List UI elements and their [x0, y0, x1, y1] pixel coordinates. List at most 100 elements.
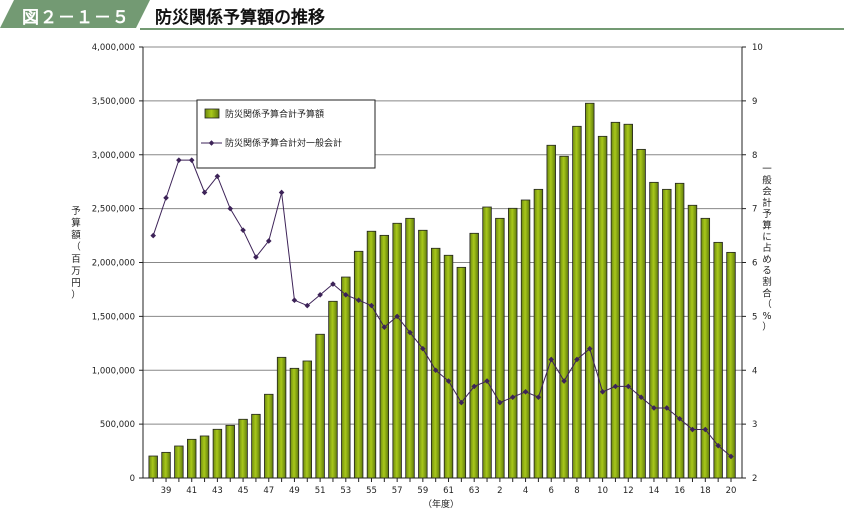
line-point — [163, 195, 169, 201]
line-point — [471, 383, 477, 390]
y2-axis-title-char: め — [762, 254, 772, 265]
y-axis-title-char: 額 — [71, 229, 81, 241]
y2-tick-label: 4 — [752, 366, 757, 376]
line-point — [625, 383, 632, 390]
x-tick-label: 8 — [574, 486, 579, 496]
y-axis-title-char: （ — [71, 241, 81, 253]
y-axis-title-char: 予 — [71, 206, 81, 217]
bar — [341, 276, 351, 479]
x-tick-label: 61 — [443, 486, 454, 496]
line-point — [458, 399, 465, 406]
line-point — [188, 157, 195, 163]
line-point — [586, 345, 593, 352]
bar — [520, 199, 531, 479]
line-point — [702, 426, 709, 433]
bar — [700, 217, 711, 479]
y2-axis-title-char: 般 — [762, 174, 772, 186]
x-tick-label: 53 — [340, 486, 351, 496]
x-tick-label: 41 — [186, 486, 197, 496]
line-point — [651, 405, 657, 411]
bar — [238, 418, 248, 479]
legend-box — [196, 99, 376, 169]
y2-tick-label: 5 — [752, 312, 757, 322]
y-tick-label: 2,000,000 — [92, 259, 135, 269]
bar — [469, 232, 479, 479]
bar — [430, 247, 441, 479]
chart-title: 防災関係予算額の推移 — [155, 8, 325, 28]
line-point — [715, 442, 721, 449]
y2-tick-label: 8 — [752, 151, 757, 161]
y-tick-label: 500,000 — [100, 420, 135, 430]
line-point — [574, 356, 580, 363]
line-point — [253, 254, 259, 260]
bar — [585, 102, 595, 479]
x-tick-label: 14 — [649, 486, 660, 496]
y2-axis-title-char: 占 — [762, 242, 772, 254]
y2-tick-label: 9 — [752, 97, 757, 107]
y-tick-label: 1,000,000 — [92, 366, 135, 376]
line-point — [497, 399, 503, 406]
line-point — [304, 302, 311, 309]
x-tick-label: 12 — [623, 486, 634, 496]
y2-axis-title-char: 計 — [762, 197, 772, 209]
line-point — [330, 281, 336, 287]
y2-axis-title-char: （ — [762, 299, 772, 311]
bar — [726, 251, 736, 479]
line-point — [240, 227, 246, 233]
line-point — [291, 297, 298, 304]
bar — [328, 300, 338, 479]
line-point — [317, 292, 323, 298]
line-point — [728, 453, 734, 460]
line-point — [265, 238, 272, 244]
line-point — [420, 345, 426, 352]
y2-tick-label: 2 — [752, 474, 757, 484]
x-tick-label: 2 — [497, 486, 502, 496]
y2-axis-title-char: 合 — [762, 287, 772, 299]
bar — [392, 222, 402, 479]
line-point — [394, 313, 400, 320]
legend-bar-label: 防災関係予算合計予算額 — [225, 108, 324, 120]
bar — [456, 266, 467, 479]
bar — [623, 123, 633, 479]
bar — [148, 455, 158, 479]
y2-axis-title-char: に — [762, 232, 772, 243]
x-tick-label: 18 — [700, 486, 711, 496]
legend-bar-swatch — [204, 108, 220, 119]
x-tick-label: 43 — [212, 486, 223, 496]
line-point — [227, 205, 234, 212]
bar — [572, 125, 582, 479]
line-point — [612, 383, 619, 390]
y-tick-label: 2,500,000 — [92, 205, 135, 215]
x-tick-label: 45 — [238, 486, 249, 496]
bar — [379, 234, 390, 479]
y2-tick-label: 10 — [752, 43, 763, 53]
y2-axis-title-char: ） — [762, 321, 772, 333]
x-tick-label: 20 — [726, 486, 737, 496]
x-axis-title: （年度） — [423, 498, 459, 510]
line-point — [561, 378, 567, 384]
bar — [199, 435, 210, 479]
header-rule — [140, 28, 844, 30]
line-point — [522, 389, 529, 395]
legend-line-marker — [208, 140, 215, 146]
bar — [443, 254, 454, 479]
bar — [161, 451, 171, 479]
bar — [315, 333, 325, 479]
y2-axis-title-char: る — [762, 266, 772, 277]
line-point — [201, 189, 208, 196]
figure-label-badge: 図２－１－５ — [0, 0, 150, 28]
line-point — [548, 356, 555, 363]
bar — [302, 360, 312, 479]
x-tick-label: 63 — [469, 486, 480, 496]
line-point — [638, 394, 644, 400]
bar — [482, 206, 492, 479]
x-tick-label: 57 — [392, 486, 403, 496]
y2-tick-label: 6 — [752, 259, 757, 269]
figure-label: 図２－１－５ — [22, 8, 130, 28]
bar — [610, 121, 621, 479]
x-tick-label: 10 — [597, 486, 608, 496]
line-point — [484, 378, 490, 384]
x-tick-label: 47 — [263, 486, 274, 496]
bar — [546, 144, 556, 479]
